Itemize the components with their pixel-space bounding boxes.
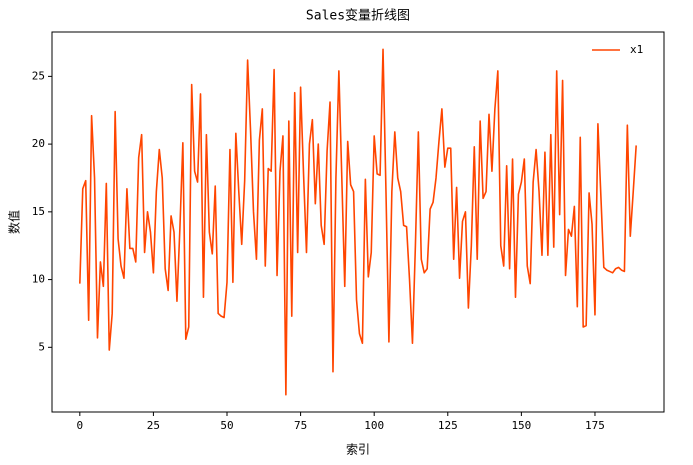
legend-label: x1 — [630, 43, 643, 56]
plot-frame — [51, 31, 665, 413]
x-tick-label: 50 — [220, 419, 233, 432]
y-axis-label: 数值 — [7, 210, 22, 234]
y-tick-label: 25 — [32, 69, 45, 82]
x-tick-label: 25 — [147, 419, 160, 432]
x-tick-label: 150 — [511, 419, 531, 432]
y-tick-label: 5 — [38, 340, 45, 353]
x-tick-label: 125 — [438, 419, 458, 432]
x-axis-label: 索引 — [346, 443, 370, 457]
x-tick-label: 0 — [77, 419, 84, 432]
chart-title: Sales变量折线图 — [306, 8, 410, 24]
y-tick-label: 15 — [32, 205, 45, 218]
y-tick-label: 20 — [32, 137, 45, 150]
x-tick-label: 75 — [294, 419, 307, 432]
y-tick-label: 10 — [32, 273, 45, 286]
x-tick-label: 100 — [364, 419, 384, 432]
line-series — [79, 48, 637, 396]
x-tick-label: 175 — [585, 419, 605, 432]
